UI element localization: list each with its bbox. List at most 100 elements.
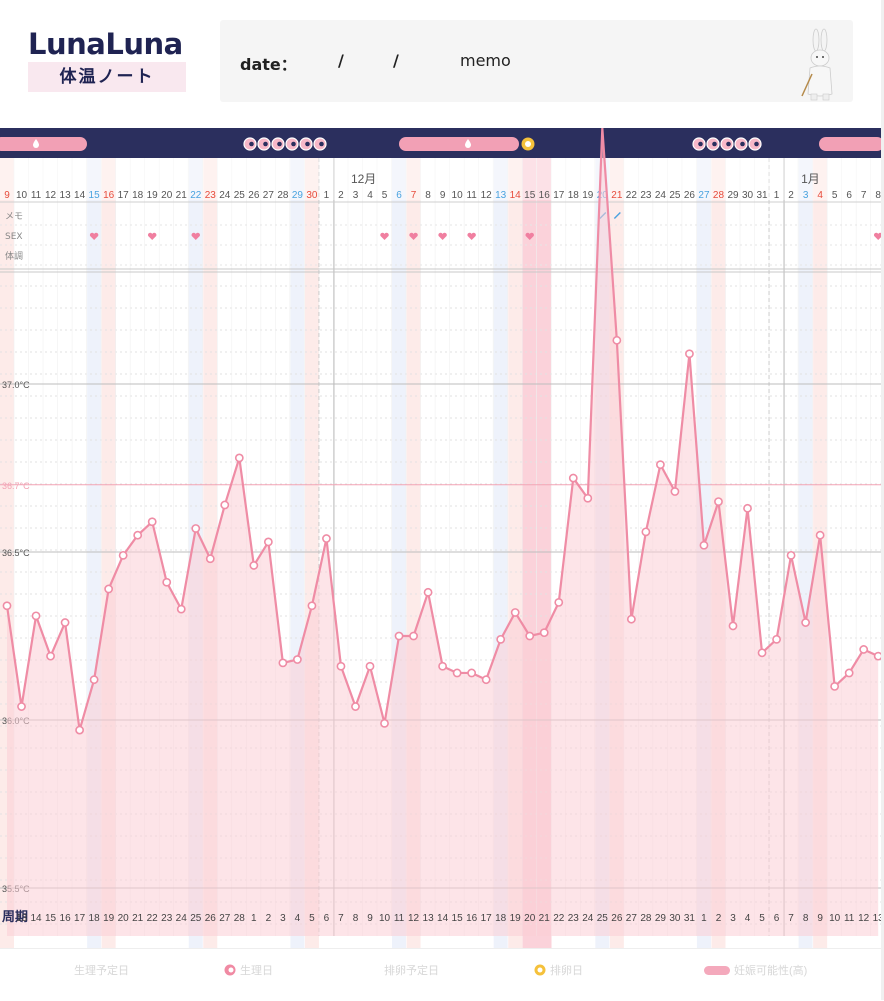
temperature-point — [162, 577, 172, 587]
cycle-day: 11 — [844, 913, 855, 924]
temperature-point — [830, 682, 840, 691]
date-label: 30 — [742, 190, 754, 201]
temperature-point — [60, 618, 70, 627]
date-label: 6 — [396, 190, 402, 201]
period-dot — [263, 141, 268, 147]
record-rows: メモ SEX 体調 — [0, 212, 884, 273]
date-label: 13 — [60, 190, 72, 201]
cycle-day: 9 — [817, 913, 823, 924]
date-label: 17 — [118, 190, 130, 201]
cycle-day: 13 — [873, 913, 884, 924]
legend-item: 妊娠可能性(高) — [704, 962, 807, 978]
temperature-point — [75, 725, 84, 735]
temperature-point — [365, 661, 375, 671]
temperature-point — [525, 631, 535, 641]
temperature-point — [249, 561, 259, 570]
cycle-day: 16 — [466, 913, 478, 924]
period-icon — [313, 137, 327, 151]
date-label: 27 — [263, 190, 275, 201]
date-label: 23 — [640, 190, 652, 201]
drop-shape — [33, 139, 39, 148]
date-label: 8 — [875, 190, 881, 201]
temperature-point — [815, 530, 825, 540]
row-label: 体調 — [5, 250, 23, 262]
ovulation-icon — [534, 964, 546, 976]
date-label: 30 — [306, 190, 318, 201]
period-dot — [305, 141, 310, 147]
period-dot — [754, 141, 759, 147]
date-label: 14 — [74, 190, 86, 201]
date-label: date： — [240, 55, 297, 74]
temperature-point — [626, 614, 636, 624]
temperature-point — [859, 645, 869, 654]
temperature-point — [2, 601, 12, 611]
period-icon — [257, 137, 271, 151]
cycle-day: 4 — [745, 913, 751, 924]
cycle-day: 19 — [103, 913, 115, 924]
date-row: 12月 1月9 10 11 12 13 14 15 16 17 18 19 20 21 22 23 24 25 26… — [0, 158, 884, 203]
cycle-day: 28 — [234, 913, 246, 924]
temperature-point — [351, 702, 360, 711]
temperature-point — [133, 530, 143, 540]
date-label: 5 — [832, 190, 838, 201]
cycle-day: 20 — [524, 913, 536, 924]
cycle-day: 9 — [367, 913, 373, 924]
period-icon — [720, 137, 734, 151]
cycle-day: 27 — [219, 913, 231, 924]
cycle-day: 17 — [481, 913, 493, 924]
y-tick-label: 36.5°C — [2, 548, 30, 558]
cycle-day: 1 — [251, 913, 257, 924]
temperature-point — [292, 655, 302, 664]
date-label: 29 — [727, 190, 739, 201]
cycle-day: 2 — [716, 913, 722, 924]
cycle-day: 4 — [295, 913, 301, 924]
drop-icon — [465, 139, 471, 148]
cycle-day: 13 — [423, 913, 435, 924]
heart-icon — [89, 232, 99, 240]
temperature-point — [844, 668, 854, 678]
temperature-point — [336, 661, 346, 671]
date-label: 23 — [205, 190, 217, 201]
temperature-point — [104, 584, 114, 594]
temperature-series — [2, 128, 883, 936]
cycle-day: 6 — [774, 913, 780, 924]
cycle-day: 21 — [539, 913, 551, 924]
date-label: 14 — [510, 190, 522, 201]
cycle-day: 13 — [16, 913, 28, 924]
date-label: 9 — [440, 190, 446, 201]
date-label: 27 — [698, 190, 710, 201]
heart-icon — [409, 232, 418, 240]
date-label: 28 — [277, 190, 289, 201]
cycle-day: 19 — [510, 913, 522, 924]
cycle-day: 2 — [266, 913, 272, 924]
date-label: 17 — [553, 190, 565, 201]
temperature-point — [438, 661, 447, 671]
temperature-point — [322, 534, 331, 543]
cycle-label: 周期 — [2, 910, 28, 925]
date-label: 12 — [45, 190, 57, 201]
date-label: 21 — [611, 190, 623, 201]
cycle-day: 11 — [394, 913, 405, 924]
date-label: 7 — [861, 190, 867, 201]
row-label: メモ — [5, 212, 23, 222]
temperature-point — [685, 349, 694, 359]
date-label: 22 — [190, 190, 202, 201]
cycle-day: 1 — [701, 913, 707, 924]
temperature-point — [699, 540, 709, 550]
temperature-point — [263, 537, 273, 547]
memo-box[interactable]: date： / / memo — [220, 20, 853, 102]
cycle-day: 10 — [829, 913, 841, 924]
cycle-day: 21 — [132, 913, 144, 924]
heart-icon — [873, 232, 883, 240]
period-dot — [277, 141, 282, 147]
period-icon — [285, 137, 299, 151]
date-label: 13 — [495, 190, 507, 201]
cycle-day: 16 — [60, 913, 72, 924]
date-label: 8 — [425, 190, 431, 201]
temperature-point — [554, 597, 564, 607]
temperature-point — [220, 500, 230, 510]
fertile-swatch — [704, 965, 730, 975]
temperature-point — [757, 648, 767, 658]
date-label: 2 — [788, 190, 794, 201]
temperature-point — [510, 608, 520, 617]
